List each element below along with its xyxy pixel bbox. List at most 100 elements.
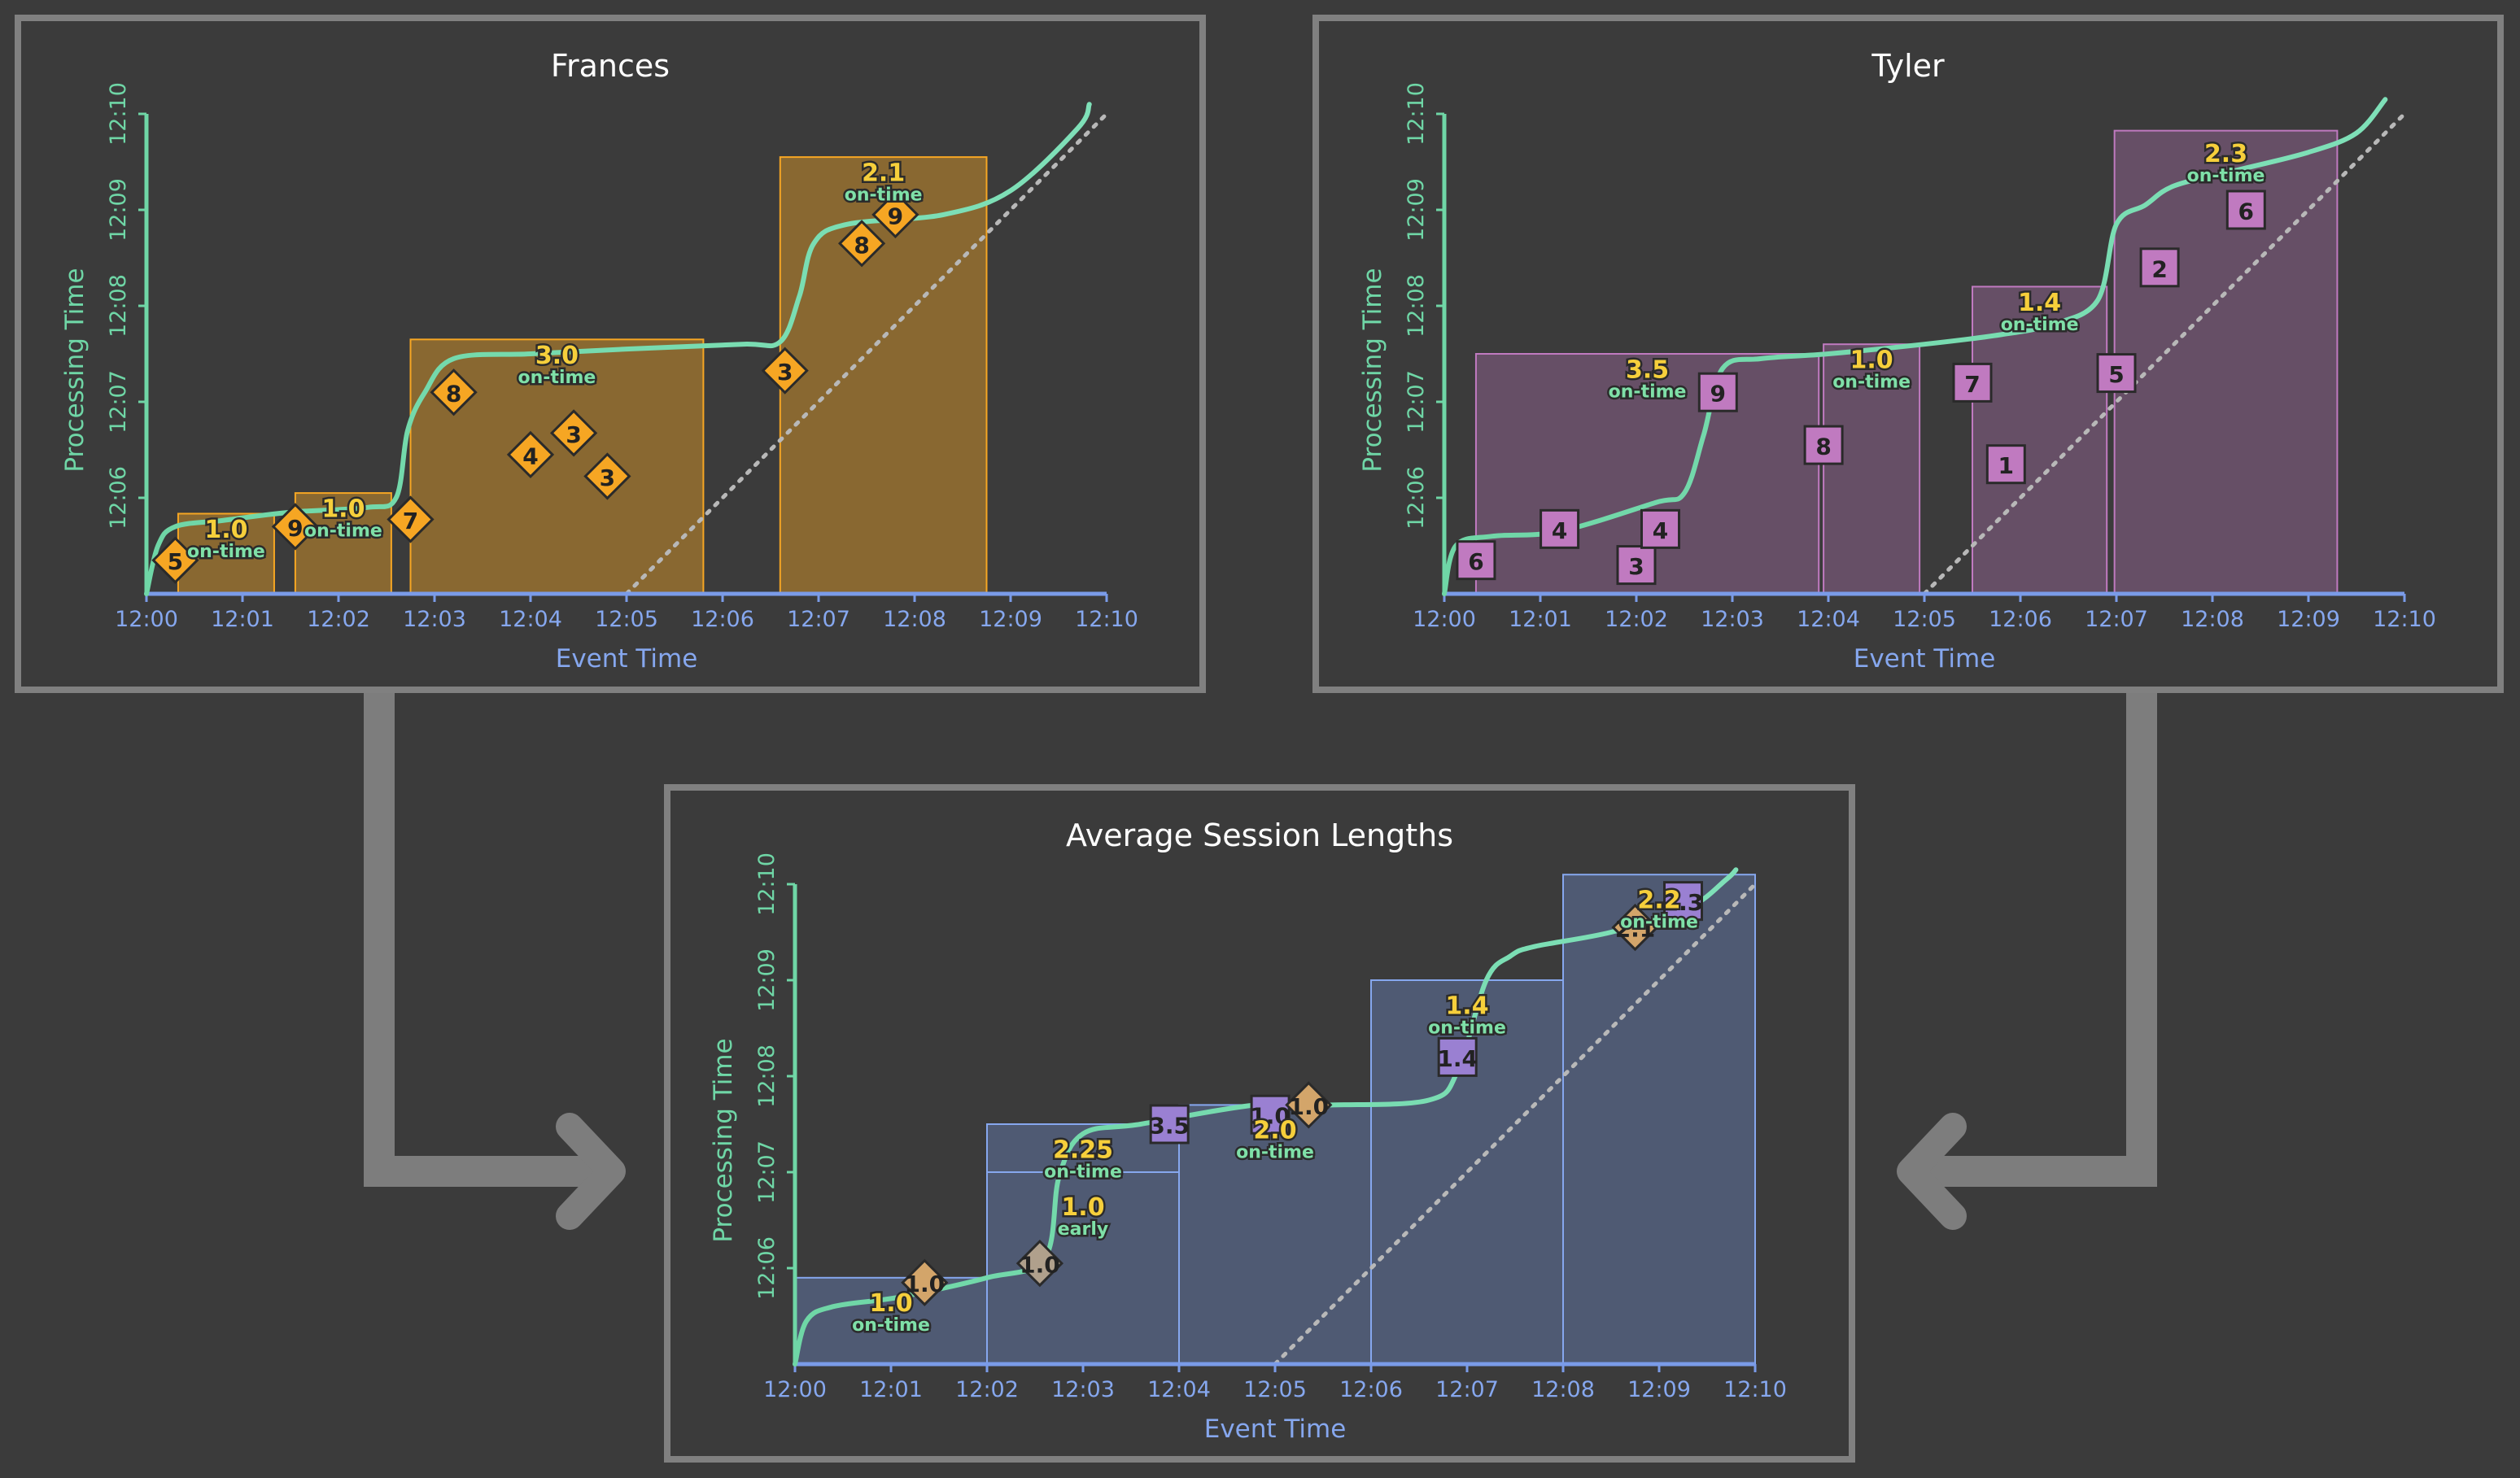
window-state: on-time [852, 1315, 930, 1336]
window-value: 1.0 [869, 1289, 912, 1318]
x-tick-label: 12:00 [115, 607, 178, 632]
x-tick-label: 12:06 [1339, 1377, 1403, 1402]
y-tick-label: 12:07 [106, 370, 131, 434]
y-tick-label: 12:10 [106, 82, 131, 146]
point-marker [871, 190, 919, 239]
data-point: 8 [430, 368, 478, 416]
data-point: 4 [506, 430, 555, 479]
ideal-line [624, 111, 1109, 596]
point-label: 1 [1998, 452, 2014, 479]
x-tick-label: 12:10 [1723, 1377, 1787, 1402]
panel-title: Frances [551, 48, 670, 84]
point-marker [1985, 444, 2026, 485]
window-value: 1.0 [1061, 1193, 1104, 1222]
data-point: 8 [1803, 425, 1844, 465]
ideal-line [1273, 882, 1758, 1367]
point-label: 7 [1964, 371, 1980, 398]
point-label: 9 [287, 515, 303, 542]
x-tick-label: 12:04 [499, 607, 562, 632]
window-value: 2.1 [862, 159, 905, 188]
x-tick-label: 12:05 [595, 607, 658, 632]
window-state: on-time [1044, 1162, 1122, 1182]
point-label: 3 [777, 359, 793, 386]
y-tick-label: 12:09 [754, 948, 780, 1012]
point-label: 6 [1468, 548, 1483, 575]
point-marker [1540, 508, 1580, 549]
x-tick-label: 12:03 [1701, 607, 1764, 632]
window-value: 2.3 [2204, 140, 2247, 168]
data-point: 1.0 [1015, 1239, 1064, 1288]
point-marker [549, 409, 598, 457]
flow-arrow-left [364, 693, 626, 1230]
window-state: on-time [1620, 913, 1698, 933]
point-marker [151, 536, 199, 584]
data-point: 4 [1640, 508, 1680, 549]
window-state: on-time [187, 542, 265, 562]
x-axis-label: Event Time [1204, 1415, 1347, 1444]
x-tick-label: 12:06 [691, 607, 754, 632]
point-marker [1437, 1036, 1478, 1077]
data-point: 3 [583, 452, 631, 500]
point-marker [1952, 362, 1993, 403]
data-point: 5 [2096, 353, 2137, 394]
data-point: 1.4 [1437, 1036, 1478, 1077]
x-tick-label: 12:02 [307, 607, 370, 632]
y-tick-label: 12:09 [106, 178, 131, 242]
data-point: 3.5 [1149, 1104, 1190, 1144]
point-label: 2 [2151, 255, 2167, 282]
point-marker [1015, 1239, 1064, 1288]
data-point: 3 [761, 347, 809, 395]
window-state: on-time [2001, 315, 2079, 335]
data-point: 3 [549, 409, 598, 457]
y-tick-label: 12:06 [1404, 466, 1429, 530]
y-tick-label: 12:06 [754, 1236, 780, 1300]
watermark-line [1442, 97, 2388, 596]
y-tick-label: 12:07 [754, 1140, 780, 1204]
window-state: on-time [304, 521, 382, 542]
point-marker [1285, 1081, 1333, 1129]
window-0 [177, 512, 275, 595]
data-point: 7 [1952, 362, 1993, 403]
panel-title: Tyler [1871, 48, 1945, 84]
point-marker [2139, 247, 2180, 288]
data-point: 2.1 [1611, 903, 1659, 952]
point-label: 2.3 [1663, 889, 1704, 916]
point-marker [2096, 353, 2137, 394]
point-label: 6 [2238, 198, 2254, 225]
point-marker [1697, 372, 1738, 412]
point-label: 9 [888, 203, 903, 229]
window-state: early [1058, 1219, 1109, 1240]
point-label: 8 [1815, 434, 1831, 460]
x-tick-label: 12:03 [1051, 1377, 1115, 1402]
data-point: 2 [2139, 247, 2180, 288]
window-state: on-time [1236, 1143, 1314, 1163]
panel-average-session-lengths: Average Session Lengths 12:00 12:01 12:02 12… [664, 784, 1855, 1463]
x-tick-label: 12:08 [2181, 607, 2244, 632]
point-label: 4 [522, 443, 538, 469]
window-value: 1.0 [1850, 347, 1893, 375]
point-label: 1.0 [904, 1271, 945, 1297]
x-axis-label: Event Time [1854, 644, 1996, 674]
y-tick-label: 12:10 [754, 852, 780, 916]
point-marker [430, 368, 478, 416]
point-label: 1.4 [1437, 1045, 1478, 1072]
x-tick-label: 12:01 [211, 607, 274, 632]
data-point: 7 [387, 495, 435, 543]
data-point: 1.0 [1285, 1081, 1333, 1129]
data-point: 1 [1985, 444, 2026, 485]
watermark-line [144, 102, 1092, 596]
data-point: 1.0 [1250, 1094, 1291, 1135]
y-axis-label: Processing Time [60, 268, 90, 472]
y-axis-label: Processing Time [709, 1038, 738, 1242]
point-marker [583, 452, 631, 500]
data-point: 6 [2225, 190, 2266, 230]
point-label: 7 [403, 508, 418, 534]
data-point: 6 [1456, 540, 1496, 581]
x-tick-label: 12:01 [1509, 607, 1572, 632]
point-label: 9 [1710, 381, 1726, 408]
panel-title: Average Session Lengths [1066, 817, 1453, 853]
window-value: 1.4 [2018, 289, 2061, 317]
window-3 [2113, 129, 2339, 595]
x-tick-label: 12:01 [859, 1377, 923, 1402]
